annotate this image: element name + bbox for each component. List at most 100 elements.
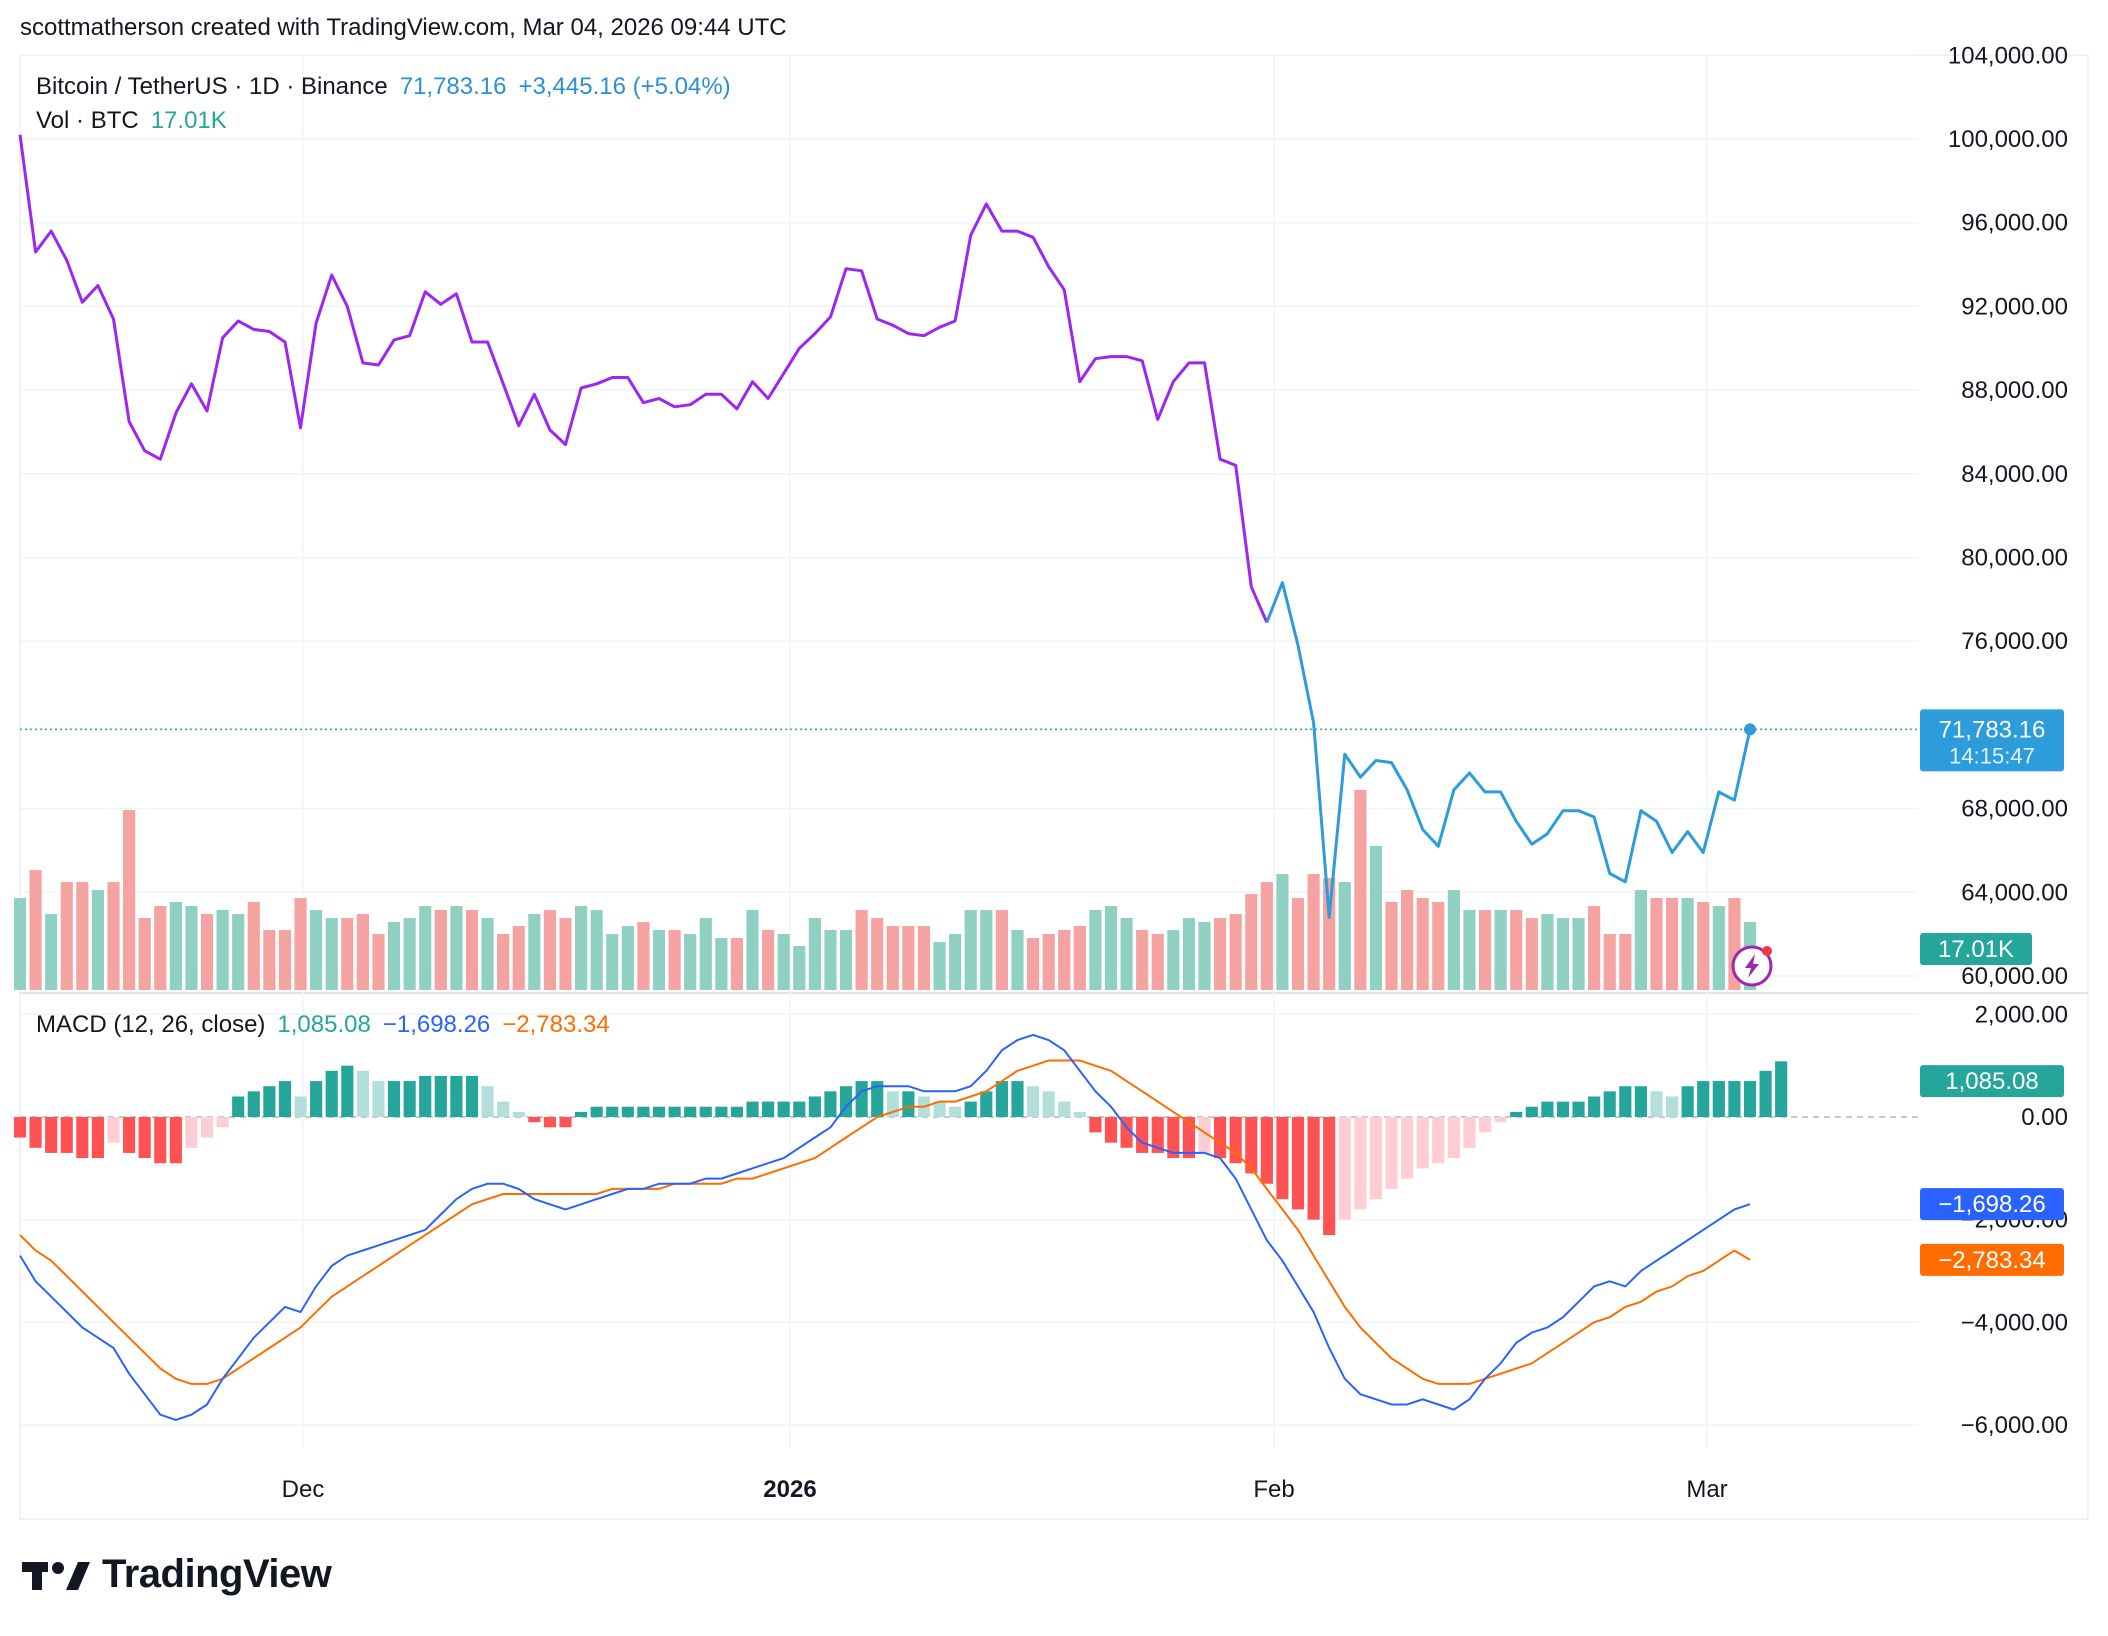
- tradingview-logo[interactable]: TradingView: [22, 1551, 332, 1596]
- macd-histogram-bar: [1478, 1117, 1492, 1133]
- macd-axis-tick: 0.00: [2021, 1104, 2068, 1131]
- macd-histogram-bar: [263, 1086, 276, 1117]
- volume-bar: [699, 918, 712, 990]
- volume-legend-value: 17.01K: [151, 107, 227, 134]
- symbol-name: Bitcoin / TetherUS · 1D · Binance: [36, 73, 388, 100]
- macd-histogram-bar: [559, 1117, 572, 1128]
- macd-histogram-bar: [356, 1070, 369, 1117]
- volume-bar: [1494, 910, 1507, 990]
- macd-histogram-bar: [1058, 1101, 1071, 1117]
- macd-histogram-bar: [949, 1106, 962, 1117]
- volume-bar: [1011, 930, 1024, 990]
- macd-histogram-bar: [777, 1101, 790, 1117]
- volume-bar: [403, 918, 416, 990]
- macd-histogram-bar: [169, 1117, 182, 1164]
- macd-histogram-bar: [1136, 1117, 1149, 1153]
- volume-bar: [575, 906, 588, 990]
- volume-bar: [450, 906, 463, 990]
- volume-bar: [917, 926, 931, 990]
- macd-histogram-bar: [1276, 1117, 1289, 1200]
- volume-legend: Vol · BTC 17.01K: [36, 107, 227, 134]
- volume-bar: [949, 934, 962, 990]
- macd-histogram-bar: [1167, 1117, 1180, 1159]
- volume-bar: [652, 930, 666, 990]
- price-axis-tick: 68,000.00: [1961, 796, 2068, 823]
- time-axis-label: 2026: [763, 1476, 816, 1503]
- macd-histogram-bar: [1401, 1117, 1414, 1179]
- macd-histogram-badge: [1920, 1065, 2064, 1098]
- volume-bar: [372, 934, 385, 990]
- macd-histogram-bar: [278, 1081, 292, 1117]
- macd-histogram-bar: [699, 1106, 712, 1117]
- macd-histogram-bar: [1634, 1086, 1647, 1117]
- volume-bar: [528, 914, 541, 990]
- volume-bar: [263, 930, 276, 990]
- volume-bar: [1291, 898, 1305, 990]
- macd-line-badge-value: −1,698.26: [1938, 1191, 2045, 1218]
- volume-bar: [325, 918, 338, 990]
- volume-bar: [1198, 922, 1211, 990]
- volume-bar: [1338, 882, 1351, 990]
- macd-histogram-bar: [964, 1101, 977, 1117]
- macd-histogram-bar: [465, 1075, 479, 1117]
- macd-histogram-bar: [1681, 1086, 1694, 1117]
- price-axis-tick: 88,000.00: [1961, 377, 2068, 404]
- price-axis-tick: 92,000.00: [1961, 293, 2068, 320]
- legend-price-change: +3,445.16 (+5.04%): [519, 73, 731, 100]
- macd-histogram-bar: [497, 1101, 510, 1117]
- volume-bar: [138, 918, 151, 990]
- volume-bar: [1151, 934, 1164, 990]
- macd-histogram-bar: [1151, 1117, 1164, 1153]
- volume-bar: [1042, 934, 1055, 990]
- price-series-line-recent: [1265, 581, 1752, 919]
- macd-histogram-bar: [1182, 1117, 1195, 1159]
- macd-histogram-bar: [1260, 1117, 1273, 1184]
- macd-histogram-bar: [637, 1106, 650, 1117]
- volume-bar: [497, 934, 510, 990]
- volume-bar: [871, 918, 884, 990]
- macd-histogram-bar: [1759, 1070, 1772, 1117]
- price-series-line: [18, 134, 1269, 623]
- macd-histogram-bar: [808, 1096, 821, 1117]
- volume-bar: [1432, 902, 1445, 990]
- volume-bar: [356, 914, 369, 990]
- macd-histogram-bar: [1525, 1106, 1538, 1117]
- volume-bar: [310, 910, 323, 990]
- macd-histogram-bar: [1307, 1117, 1320, 1220]
- volume-bar: [434, 910, 447, 990]
- macd-histogram-bar: [1572, 1101, 1585, 1117]
- volume-bar: [1556, 918, 1570, 990]
- volume-bar: [1136, 930, 1149, 990]
- macd-histogram-bar: [1291, 1117, 1305, 1210]
- volume-bar: [684, 934, 697, 990]
- time-axis-label: Feb: [1253, 1476, 1294, 1503]
- volume-bar: [185, 906, 198, 990]
- volume-bar: [216, 910, 229, 990]
- macd-histogram-bar: [980, 1091, 993, 1117]
- price-axis-tick: 80,000.00: [1961, 545, 2068, 572]
- macd-histogram-bar: [1369, 1117, 1383, 1200]
- volume-bar: [902, 926, 915, 990]
- macd-histogram-bar: [793, 1101, 806, 1117]
- macd-axis-tick: −6,000.00: [1961, 1412, 2068, 1439]
- macd-histogram-bar: [1042, 1091, 1055, 1117]
- macd-axis-tick: −4,000.00: [1961, 1309, 2068, 1336]
- macd-histogram-bar: [481, 1086, 494, 1117]
- lightning-event-icon[interactable]: [1731, 945, 1773, 987]
- volume-bar: [793, 946, 806, 990]
- volume-bar: [1681, 898, 1694, 990]
- macd-histogram-bar: [1556, 1101, 1570, 1117]
- macd-histogram-bar: [387, 1081, 401, 1117]
- macd-line-badge: [1920, 1188, 2064, 1221]
- volume-bar: [1120, 918, 1133, 990]
- macd-histogram-bar: [715, 1106, 728, 1117]
- macd-histogram-bar: [684, 1106, 697, 1117]
- macd-histogram-bar: [1385, 1117, 1398, 1189]
- volume-bar: [886, 926, 899, 990]
- volume-bar: [91, 890, 105, 990]
- macd-histogram-bar: [1650, 1091, 1663, 1117]
- volume-bar: [419, 906, 432, 990]
- macd-histogram-bar: [995, 1081, 1008, 1117]
- price-chart[interactable]: 104,000.00 100,000.00 96,000.00 92,000.00 88…: [0, 0, 2108, 1540]
- tradingview-wordmark: TradingView: [102, 1551, 332, 1596]
